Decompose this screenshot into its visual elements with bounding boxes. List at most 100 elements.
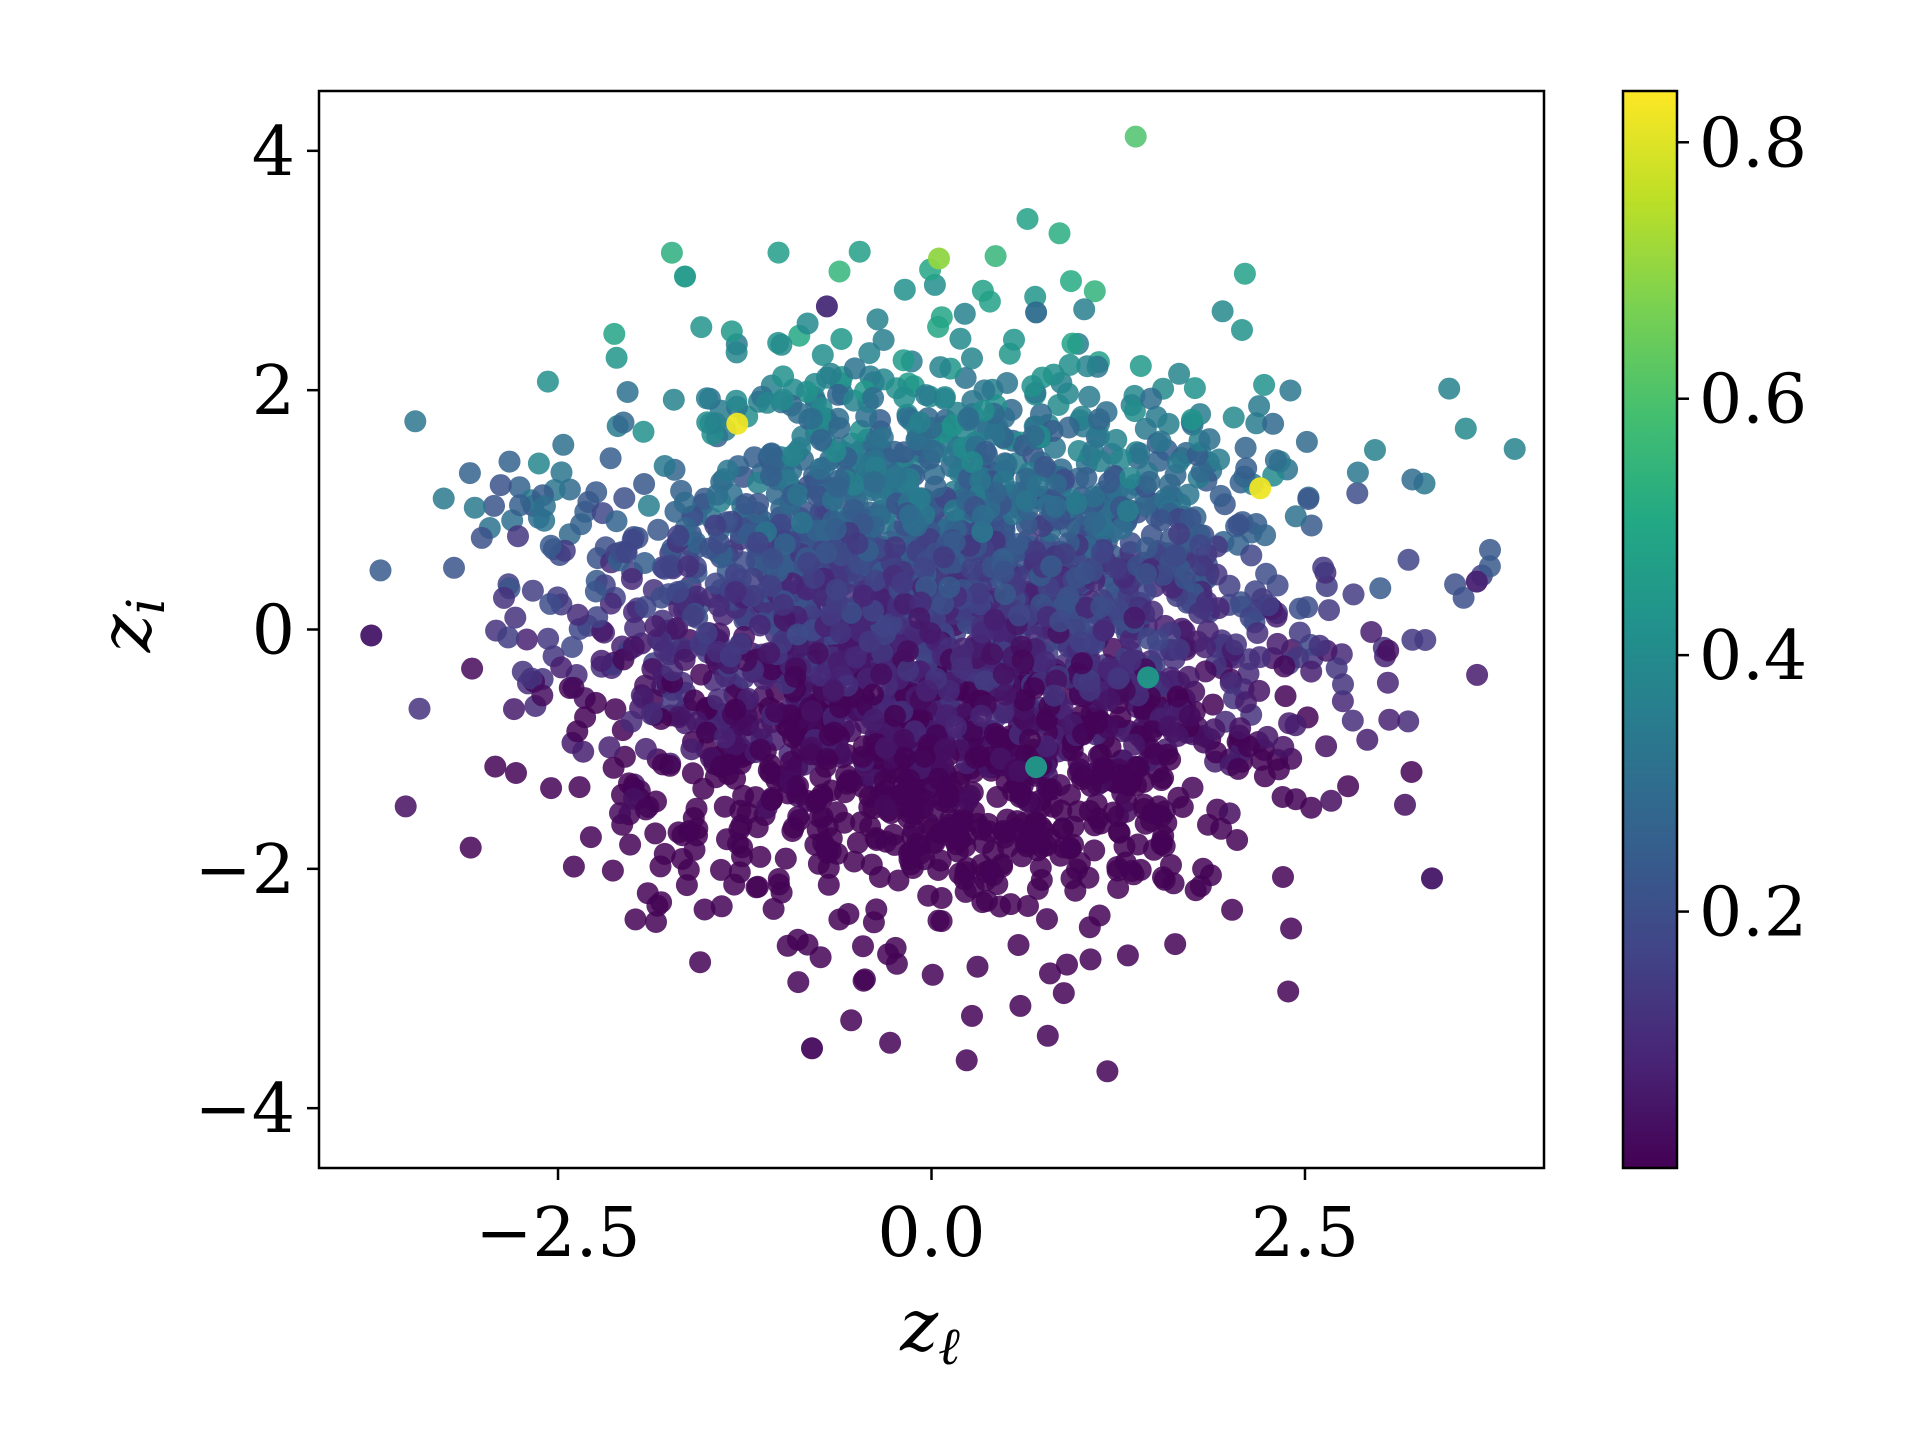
scatter-point bbox=[760, 442, 783, 465]
scatter-point bbox=[1166, 685, 1189, 708]
scatter-point bbox=[955, 1049, 978, 1072]
scatter-point bbox=[599, 592, 622, 615]
scatter-point bbox=[908, 411, 931, 434]
scatter-point bbox=[781, 820, 804, 842]
scatter-point bbox=[932, 546, 955, 569]
scatter-point bbox=[1253, 373, 1276, 396]
scatter-point bbox=[1245, 412, 1268, 435]
scatter-point bbox=[616, 381, 639, 403]
scatter-point bbox=[1076, 355, 1099, 378]
scatter-point bbox=[893, 386, 916, 409]
scatter-point bbox=[809, 664, 832, 687]
scatter-point bbox=[561, 636, 584, 658]
scatter-point bbox=[994, 683, 1017, 706]
scatter-point bbox=[955, 856, 978, 879]
scatter-point bbox=[858, 342, 881, 365]
y-tick-label: 4 bbox=[252, 113, 295, 192]
scatter-point bbox=[1277, 980, 1300, 1003]
scatter-point bbox=[893, 278, 916, 301]
scatter-point bbox=[1271, 786, 1294, 808]
scatter-point bbox=[1090, 595, 1113, 618]
scatter-point bbox=[1203, 718, 1226, 741]
scatter-point bbox=[539, 534, 562, 557]
scatter-point bbox=[1077, 866, 1100, 889]
scatter-point bbox=[1272, 735, 1295, 758]
scatter-point bbox=[1346, 461, 1369, 484]
scatter-point bbox=[893, 592, 916, 615]
scatter-point bbox=[898, 768, 921, 791]
scatter-point bbox=[536, 370, 559, 393]
scatter-point bbox=[1078, 385, 1101, 408]
scatter-point bbox=[1138, 470, 1161, 493]
scatter-point bbox=[708, 532, 730, 554]
scatter-point bbox=[748, 614, 771, 637]
scatter-point bbox=[1107, 667, 1130, 690]
scatter-point bbox=[683, 689, 706, 712]
scatter-point bbox=[843, 850, 866, 873]
scatter-point bbox=[461, 657, 484, 680]
scatter-point bbox=[620, 568, 643, 590]
scatter-point bbox=[758, 642, 781, 665]
scatter-point bbox=[992, 663, 1015, 686]
scatter-point bbox=[825, 578, 848, 601]
scatter-point bbox=[624, 908, 647, 931]
scatter-point bbox=[604, 698, 627, 721]
scatter-point bbox=[1150, 509, 1173, 532]
scatter-point bbox=[885, 465, 908, 488]
x-axis-ticks: −2.5 0.0 2.5 bbox=[475, 1168, 1359, 1273]
scatter-point bbox=[613, 487, 636, 510]
scatter-point bbox=[892, 728, 915, 751]
scatter-point bbox=[1257, 594, 1280, 617]
scatter-point bbox=[507, 525, 529, 548]
scatter-point bbox=[690, 663, 713, 686]
scatter-point bbox=[772, 365, 795, 388]
scatter-point bbox=[866, 308, 889, 331]
scatter-point bbox=[931, 789, 954, 812]
scatter-point bbox=[533, 495, 556, 517]
scatter-point bbox=[1264, 449, 1287, 472]
scatter-point bbox=[921, 439, 944, 462]
scatter-point bbox=[695, 622, 718, 645]
scatter-point bbox=[884, 704, 906, 727]
scatter-point bbox=[874, 794, 896, 817]
scatter-point bbox=[726, 412, 749, 435]
scatter-point bbox=[735, 493, 758, 515]
scatter-point bbox=[992, 819, 1015, 842]
scatter-point bbox=[1048, 222, 1071, 245]
scatter-point bbox=[809, 457, 832, 480]
scatter-point bbox=[1116, 944, 1139, 967]
scatter-point bbox=[650, 891, 673, 914]
scatter-point bbox=[695, 387, 718, 410]
scatter-point bbox=[1190, 460, 1213, 483]
scatter-point bbox=[1036, 1024, 1059, 1047]
scatter-point bbox=[637, 494, 660, 517]
scatter-point bbox=[835, 764, 858, 787]
scatter-point bbox=[704, 412, 727, 435]
scatter-point bbox=[1083, 839, 1106, 862]
scatter-point bbox=[787, 971, 810, 994]
scatter-point bbox=[781, 445, 804, 467]
scatter-point bbox=[767, 241, 790, 264]
scatter-point bbox=[1098, 471, 1121, 494]
scatter-point bbox=[609, 802, 631, 825]
scatter-point bbox=[862, 683, 884, 706]
scatter-point bbox=[905, 428, 928, 451]
scatter-point bbox=[884, 536, 906, 559]
scatter-point bbox=[1069, 631, 1092, 653]
scatter-point bbox=[966, 955, 989, 978]
scatter-point bbox=[540, 777, 563, 800]
scatter-point bbox=[933, 738, 956, 761]
scatter-point bbox=[1135, 563, 1158, 585]
scatter-point bbox=[653, 455, 676, 477]
scatter-point bbox=[562, 676, 585, 699]
scatter-point bbox=[872, 329, 895, 351]
scatter-point bbox=[1018, 728, 1041, 751]
scatter-point bbox=[1164, 544, 1186, 567]
colorbar bbox=[1621, 89, 1679, 1170]
scatter-point bbox=[749, 738, 772, 761]
scatter-point bbox=[921, 963, 944, 986]
scatter-point bbox=[974, 670, 997, 693]
scatter-point bbox=[1248, 646, 1271, 669]
scatter-point bbox=[1137, 666, 1160, 689]
scatter-point bbox=[707, 595, 730, 618]
